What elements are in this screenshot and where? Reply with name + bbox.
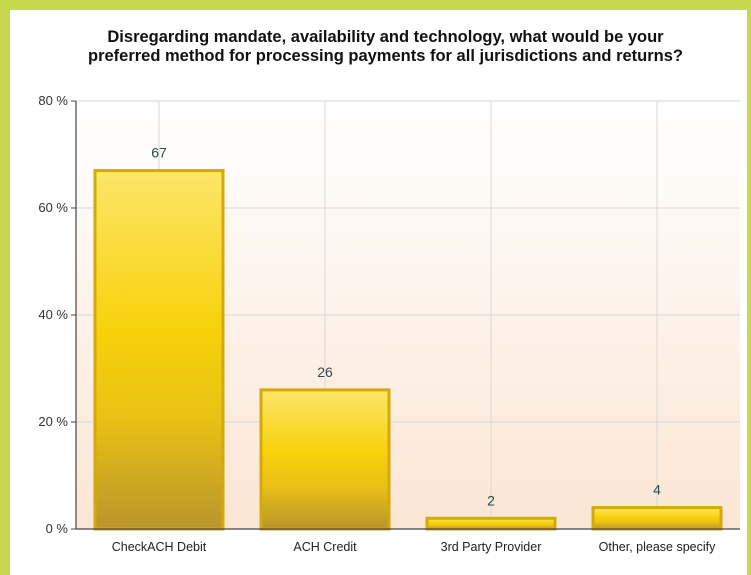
data-label: 26 [317, 364, 333, 380]
bar-other-please-specify [591, 506, 723, 531]
chart-title: Disregarding mandate, availability and t… [30, 28, 741, 66]
bar-checkach-debit [93, 169, 225, 531]
data-label: 67 [151, 145, 167, 161]
x-category-label: ACH Credit [293, 540, 357, 554]
chart-title-line-1: Disregarding mandate, availability and t… [107, 28, 664, 46]
data-label: 2 [487, 492, 495, 508]
y-tick-label: 60 % [38, 200, 68, 215]
axes [71, 100, 740, 530]
y-tick-label: 80 % [38, 93, 68, 108]
y-tick-label: 40 % [38, 307, 68, 322]
x-category-label: Other, please specify [599, 540, 716, 554]
x-category-label: 3rd Party Provider [441, 540, 542, 554]
bar-ach-credit [259, 388, 391, 531]
data-label: 4 [653, 482, 661, 498]
chart-title-line-2: preferred method for processing payments… [87, 47, 684, 65]
bar-3rd-party-provider [425, 516, 557, 531]
y-tick-label: 20 % [38, 414, 68, 429]
labels: 0 % 20 % 40 % 60 % 80 % 67 CheckACH Debit 26 ACH… [38, 93, 716, 554]
bars [93, 169, 723, 531]
y-tick-label: 0 % [46, 521, 69, 536]
x-category-label: CheckACH Debit [112, 540, 207, 554]
